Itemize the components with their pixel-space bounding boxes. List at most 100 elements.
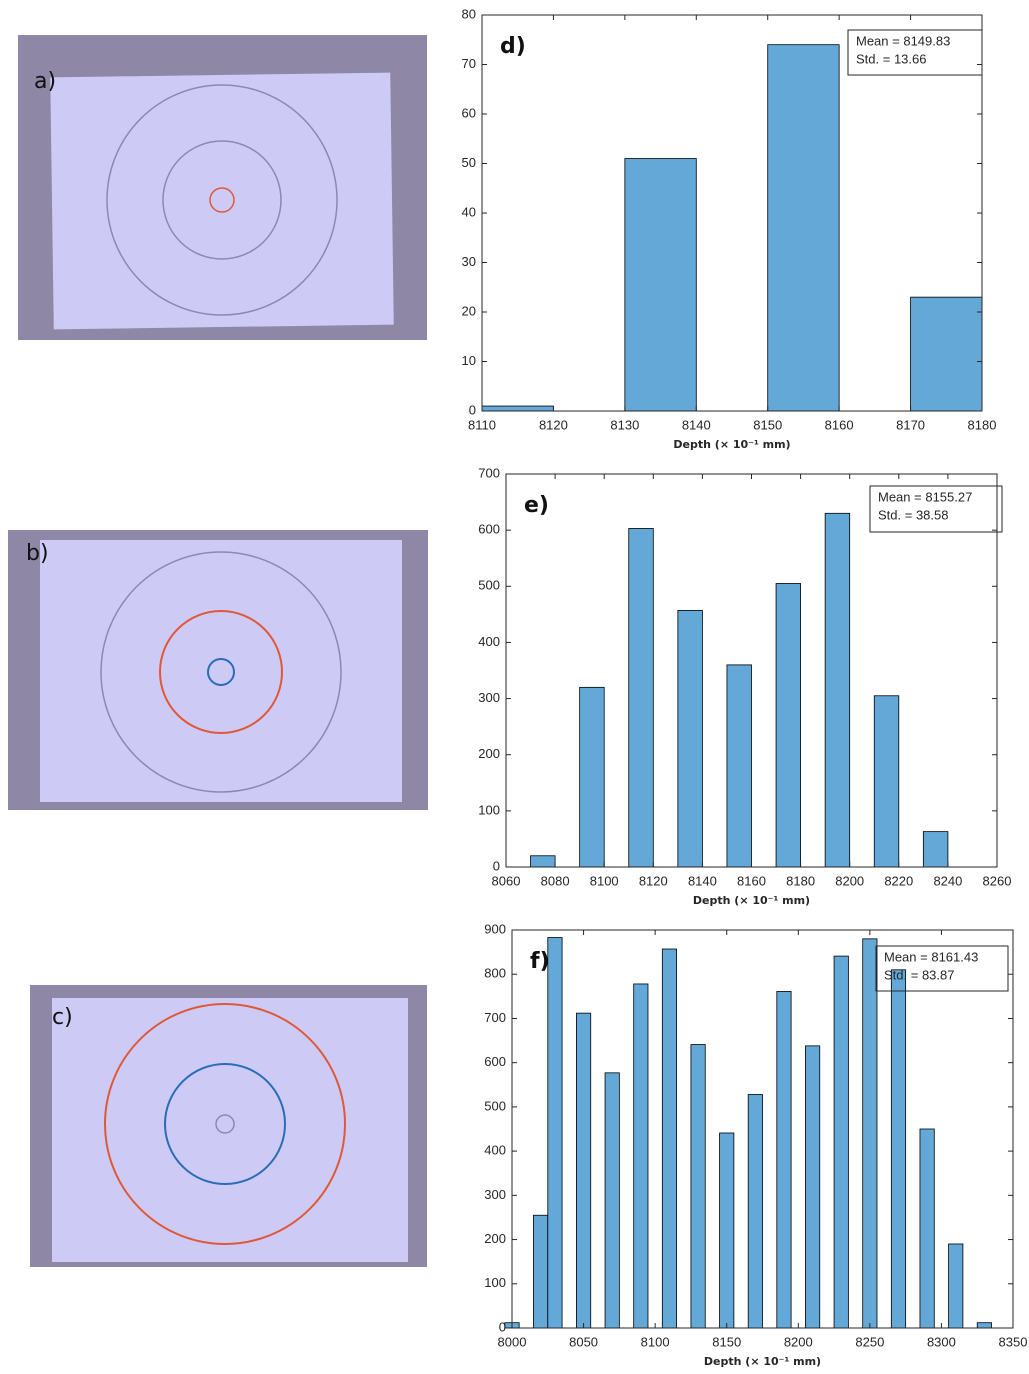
bar [661, 948, 678, 1329]
x-tick-label: 8200 [835, 873, 864, 888]
bar [767, 44, 840, 412]
bar [873, 695, 900, 868]
y-tick-label: 700 [478, 465, 500, 480]
x-tick-label: 8140 [688, 873, 717, 888]
legend-text: Mean = 8149.83 [856, 33, 950, 48]
bar [576, 1012, 592, 1329]
bar [481, 405, 554, 412]
legend-text: Std. = 83.87 [884, 967, 954, 982]
x-tick-label: 8000 [498, 1334, 527, 1349]
bar [530, 855, 556, 868]
y-tick-label: 400 [478, 634, 500, 649]
y-tick-label: 600 [484, 1054, 506, 1069]
bar [533, 1214, 549, 1329]
bar [862, 938, 878, 1329]
x-tick-label: 8160 [825, 417, 854, 432]
y-tick-label: 0 [499, 1319, 506, 1334]
x-tick-label: 8150 [753, 417, 782, 432]
y-tick-label: 600 [478, 522, 500, 537]
x-axis-label: Depth (× 10⁻¹ mm) [693, 894, 810, 907]
bar [919, 1128, 935, 1329]
x-tick-label: 8100 [641, 1334, 670, 1349]
legend-box [869, 485, 1003, 533]
x-tick-label: 8060 [492, 873, 521, 888]
y-tick-label: 0 [469, 402, 476, 417]
y-tick-label: 10 [462, 353, 476, 368]
photo-c: c) [30, 985, 427, 1267]
x-tick-label: 8080 [541, 873, 570, 888]
bar [633, 983, 649, 1329]
bar [677, 610, 703, 868]
x-tick-label: 8260 [983, 873, 1012, 888]
bar [910, 296, 983, 412]
x-tick-label: 8110 [468, 417, 496, 432]
y-tick-label: 80 [462, 6, 476, 21]
y-tick-label: 300 [484, 1187, 506, 1202]
x-tick-label: 8220 [884, 873, 913, 888]
bar [624, 158, 697, 412]
bar [547, 937, 563, 1329]
x-tick-label: 8150 [712, 1334, 741, 1349]
axes-box [511, 929, 1014, 1329]
y-tick-label: 100 [484, 1275, 506, 1290]
panel-label: f) [530, 949, 550, 974]
plot-area [482, 15, 982, 411]
y-tick-label: 200 [484, 1231, 506, 1246]
x-tick-label: 8120 [539, 417, 568, 432]
photo-a: a) [18, 35, 427, 340]
bar [747, 1094, 763, 1329]
legend-text: Mean = 8155.27 [878, 489, 972, 504]
y-tick-label: 700 [484, 1010, 506, 1025]
x-tick-label: 8050 [569, 1334, 598, 1349]
bar [719, 1132, 735, 1329]
bar [726, 664, 752, 868]
photo-b: b) [8, 530, 428, 810]
legend-text: Mean = 8161.43 [884, 949, 978, 964]
y-tick-label: 500 [478, 578, 500, 593]
y-tick-label: 800 [484, 966, 506, 981]
x-tick-label: 8130 [610, 417, 639, 432]
bar [948, 1243, 964, 1329]
bar [805, 1045, 821, 1329]
y-tick-label: 900 [484, 921, 506, 936]
x-tick-label: 8180 [968, 417, 997, 432]
legend-text: Std. = 38.58 [878, 507, 948, 522]
y-tick-label: 30 [462, 254, 476, 269]
x-tick-label: 8140 [682, 417, 711, 432]
x-tick-label: 8300 [927, 1334, 956, 1349]
panel-label: e) [524, 493, 549, 518]
x-tick-label: 8200 [784, 1334, 813, 1349]
y-tick-label: 60 [462, 105, 476, 120]
photo-label: a) [34, 69, 56, 94]
x-tick-label: 8180 [786, 873, 815, 888]
bar [890, 969, 907, 1329]
bar [690, 1044, 706, 1329]
y-tick-label: 20 [462, 303, 476, 318]
legend-box [875, 945, 1009, 992]
photo-label: c) [52, 1005, 73, 1030]
y-tick-label: 100 [478, 802, 500, 817]
legend-box [847, 29, 983, 76]
x-tick-label: 8170 [896, 417, 925, 432]
y-tick-label: 40 [462, 204, 476, 219]
y-tick-label: 400 [484, 1143, 506, 1158]
x-tick-label: 8160 [737, 873, 766, 888]
x-tick-label: 8350 [999, 1334, 1028, 1349]
x-tick-label: 8120 [639, 873, 668, 888]
x-tick-label: 8100 [590, 873, 619, 888]
y-tick-label: 50 [462, 155, 476, 170]
y-tick-label: 300 [478, 690, 500, 705]
x-tick-label: 8240 [933, 873, 962, 888]
y-tick-label: 70 [462, 56, 476, 71]
y-tick-label: 500 [484, 1098, 506, 1113]
bar [976, 1322, 992, 1329]
legend-text: Std. = 13.66 [856, 51, 926, 66]
panel-label: d) [500, 34, 526, 59]
bar [922, 831, 949, 868]
x-tick-label: 8250 [855, 1334, 884, 1349]
x-axis-label: Depth (× 10⁻¹ mm) [673, 438, 790, 451]
bar [579, 686, 605, 868]
y-tick-label: 200 [478, 746, 500, 761]
